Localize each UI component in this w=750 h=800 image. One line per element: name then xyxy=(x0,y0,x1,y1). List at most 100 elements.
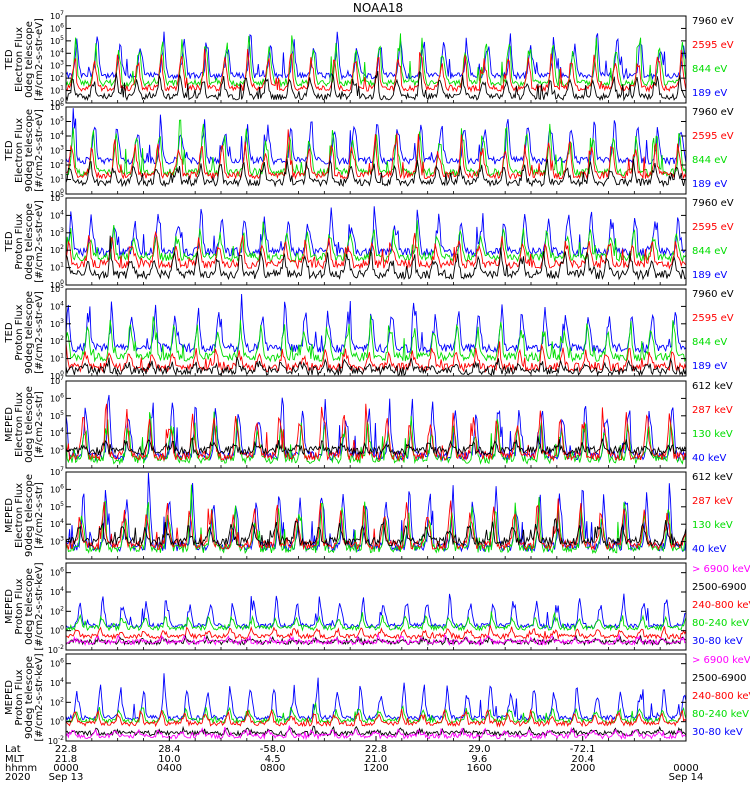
y-axis-label-line: [#/cm2-s-str-keV] xyxy=(34,562,45,650)
panel-frame xyxy=(65,471,687,560)
panel-frame xyxy=(65,562,687,651)
y-axis-label-line: 90deg telescope xyxy=(24,291,35,374)
panel-2: 100 101 102 103 104 105 106 TED Electron Flux 90d… xyxy=(4,101,734,199)
y-tick-label: 103 xyxy=(50,445,64,456)
x-date-label: Sep 13 xyxy=(49,772,84,783)
y-tick-label: 107 xyxy=(50,466,64,477)
y-axis-label: MEPED Proton Flux 90deg telescope [#/cm2-s-… xyxy=(4,653,45,741)
legend-entry: 189 eV xyxy=(692,179,727,190)
y-axis-label-line: 0deg telescope xyxy=(24,568,35,645)
y-axis-label-line: [#/cm2-s-str-eV] xyxy=(34,200,45,283)
y-axis-label-line: 90deg telescope xyxy=(24,656,35,739)
y-tick-label: 104 xyxy=(50,130,64,141)
legend-entry: 130 keV xyxy=(692,520,733,531)
series-green-line xyxy=(65,611,687,632)
y-tick-label: 104 xyxy=(50,300,64,311)
y-tick-label: 105 xyxy=(50,35,64,46)
y-tick-label: 106 xyxy=(50,658,64,669)
y-axis-label-line: Electron Flux xyxy=(14,27,25,92)
y-tick-label: 100 xyxy=(50,370,64,381)
panel-3: 100 101 102 103 104 105 TED Proton Flux 0deg tel… xyxy=(4,192,734,290)
series-red-line xyxy=(65,403,687,462)
y-tick-label: 100 xyxy=(50,188,64,199)
y-tick-label: 105 xyxy=(50,501,64,512)
panel-8: 10-2 100 102 104 106 MEPED Proton Flux 90deg te… xyxy=(4,653,750,746)
y-tick-label: 102 xyxy=(50,159,64,170)
y-axis-label: TED Proton Flux 0deg telescope [#/cm2-s-str… xyxy=(4,200,45,283)
series-green-line xyxy=(65,411,687,466)
x-tick-label: 0000 xyxy=(53,763,78,774)
legend-entry: 612 keV xyxy=(692,472,733,483)
x-tick-label: 0000 xyxy=(673,763,698,774)
x-tick-label: 22.8 xyxy=(365,744,387,755)
y-axis-label-line: Proton Flux xyxy=(14,669,25,725)
legend-entry: 40 keV xyxy=(692,544,726,555)
x-tick-label: 21.0 xyxy=(365,754,387,765)
y-tick-label: 105 xyxy=(50,410,64,421)
y-tick-label: 102 xyxy=(50,72,64,83)
y-tick-label: 101 xyxy=(50,174,64,185)
series-green-line xyxy=(65,220,687,263)
y-tick-label: 10-2 xyxy=(48,644,64,655)
legend-entry: 2595 eV xyxy=(692,131,734,142)
x-tick-label: 1200 xyxy=(363,763,388,774)
x-tick-label: 10.0 xyxy=(158,754,180,765)
legend-entry: 2595 eV xyxy=(692,222,734,233)
y-tick-label: 103 xyxy=(50,60,64,71)
x-tick-label: 0400 xyxy=(157,763,182,774)
y-tick-label: 101 xyxy=(50,85,64,96)
y-axis-label-line: [#/cm2-s-str-eV] xyxy=(34,291,45,374)
y-tick-label: 101 xyxy=(50,262,64,273)
legend-entry: 2595 eV xyxy=(692,40,734,51)
panel-frame xyxy=(65,288,687,377)
x-tick-label: 21.8 xyxy=(55,754,77,765)
y-axis-label-line: 90deg telescope xyxy=(24,109,35,192)
legend-entry: 189 eV xyxy=(692,270,727,281)
y-tick-label: 101 xyxy=(50,353,64,364)
legend-entry: 80-240 keV xyxy=(692,709,749,720)
y-tick-label: 104 xyxy=(50,209,64,220)
y-axis-label: MEPED Electron Flux 90deg telescope [#/cm2-… xyxy=(4,474,45,557)
y-axis-label-line: 0deg telescope xyxy=(24,21,35,98)
x-axis-row-label: 2020 xyxy=(5,772,30,783)
chart-title: NOAA18 xyxy=(353,1,403,15)
legend-entry: 844 eV xyxy=(692,337,727,348)
legend-entry: 189 eV xyxy=(692,361,727,372)
y-tick-label: 104 xyxy=(50,586,64,597)
x-axis-row-label: Lat xyxy=(5,744,21,755)
series-red-line xyxy=(65,48,687,93)
legend-entry: 40 keV xyxy=(692,453,726,464)
x-tick-label: 29.0 xyxy=(468,744,490,755)
legend-entry: > 6900 keV xyxy=(692,655,750,666)
legend-entry: 2500-6900 xyxy=(692,673,747,684)
panel-frame xyxy=(65,15,687,104)
y-axis-label-line: Electron Flux xyxy=(14,392,25,457)
legend-entry: 287 keV xyxy=(692,496,733,507)
y-tick-label: 106 xyxy=(50,101,64,112)
panel-frame xyxy=(65,653,687,742)
y-axis-label-line: Proton Flux xyxy=(14,213,25,269)
y-tick-label: 105 xyxy=(50,116,64,127)
panel-5: 103 104 105 106 107 MEPED Electron Flux 0deg te… xyxy=(4,375,733,469)
series-green-line xyxy=(65,315,687,363)
y-axis-label-line: MEPED xyxy=(4,407,15,442)
y-axis-label-line: 90deg telescope xyxy=(24,474,35,557)
series-black-line xyxy=(65,235,687,281)
series-black-line xyxy=(65,356,687,377)
y-axis-label-line: [#/cm2-s-str-eV] xyxy=(34,18,45,101)
y-tick-label: 106 xyxy=(50,483,64,494)
legend-entry: 844 eV xyxy=(692,155,727,166)
y-axis-label-line: [#/cm2-s-str-keV] xyxy=(34,653,45,741)
y-tick-label: 103 xyxy=(50,145,64,156)
y-tick-label: 104 xyxy=(50,677,64,688)
legend-entry: 189 eV xyxy=(692,88,727,99)
y-axis-label-line: 0deg telescope xyxy=(24,386,35,463)
x-tick-label: -58.0 xyxy=(260,744,286,755)
legend-entry: 80-240 keV xyxy=(692,618,749,629)
panel-6: 103 104 105 106 107 MEPED Electron Flux 90deg t… xyxy=(4,466,733,560)
legend-entry: 287 keV xyxy=(692,405,733,416)
series-blue-line xyxy=(65,108,687,166)
y-tick-label: 106 xyxy=(50,22,64,33)
